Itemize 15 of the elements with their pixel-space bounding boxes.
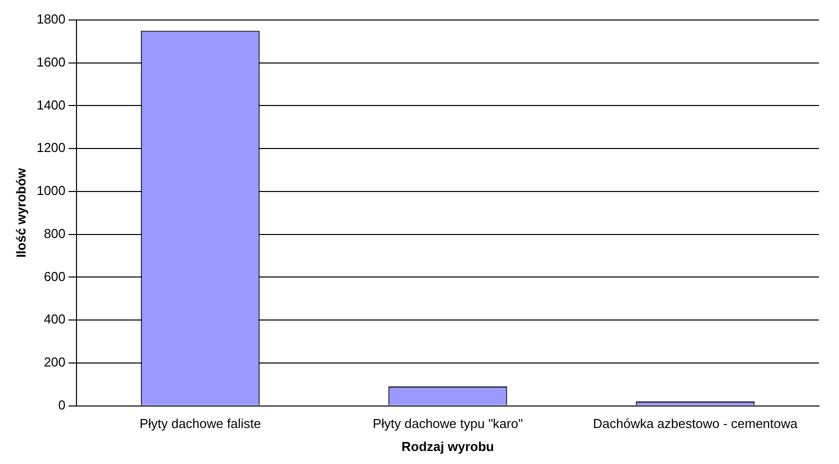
y-tick-label: 1600 — [36, 54, 66, 70]
x-axis-title: Rodzaj wyrobu — [402, 438, 494, 454]
y-tick-label: 400 — [44, 312, 66, 327]
x-tick-label: Dachówka azbestowo - cementowa — [593, 416, 798, 432]
y-tick-label: 1000 — [36, 183, 66, 198]
y-tick-label: 1400 — [36, 97, 66, 112]
y-tick-label: 800 — [44, 226, 66, 241]
y-tick-label: 600 — [44, 268, 66, 284]
y-axis-title: Ilość wyrobów — [13, 167, 28, 258]
y-tick-label: 0 — [58, 397, 66, 412]
x-tick-label: Płyty dachowe faliste — [140, 416, 261, 432]
x-tick-label: Płyty dachowe typu "karo" — [372, 416, 524, 432]
y-tick-label: 200 — [44, 354, 66, 370]
y-tick-label: 1800 — [36, 12, 66, 27]
y-tick-label: 1200 — [36, 140, 66, 156]
